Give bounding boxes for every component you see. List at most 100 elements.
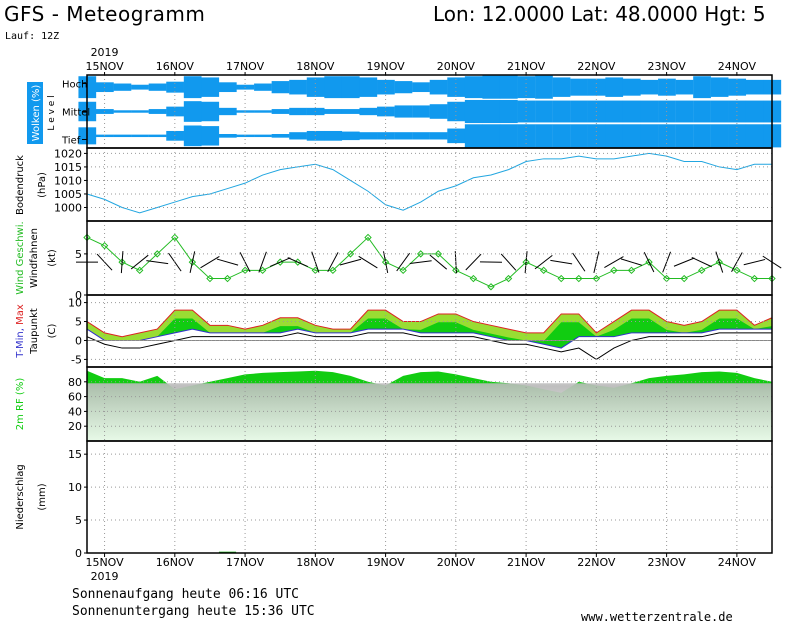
dewpoint-line: [86, 332, 772, 361]
credit-link[interactable]: www.wetterzentrale.de: [581, 610, 733, 624]
wind-barb: [620, 258, 643, 266]
cloud-cell: [201, 126, 220, 146]
date-label-bottom: 23NOV: [648, 556, 687, 569]
wind-point: [645, 258, 653, 266]
wind-barb: [593, 251, 600, 273]
wind-point: [346, 250, 355, 258]
wind-barb: [643, 252, 655, 273]
pressure-tick-label: 1000: [54, 201, 82, 214]
wind-barb: [130, 254, 149, 270]
wind-barb: [731, 252, 743, 272]
rh-tick-label: 60: [68, 391, 82, 404]
cloud-cell: [271, 134, 290, 138]
wind-barb: [662, 251, 672, 273]
cloud-cell: [218, 134, 237, 138]
date-label-top: 16NOV: [156, 60, 195, 73]
wind-point: [153, 250, 161, 258]
wind-barb: [383, 251, 389, 274]
pressure-tick-label: 1015: [54, 161, 82, 174]
wind-barb: [572, 252, 586, 272]
wind-barb: [287, 257, 309, 268]
pressure-line: [86, 152, 772, 214]
wind-barb: [534, 254, 553, 270]
precip-ylabel: Niederschlag: [15, 464, 26, 529]
cloud-level-label: L e v e l: [47, 95, 57, 130]
wind-barb: [146, 260, 169, 265]
cloud-cell: [675, 79, 694, 95]
cloud-cell: [148, 109, 167, 114]
cloud-cell: [201, 77, 220, 97]
cloud-cell: [710, 100, 729, 123]
cloud-cell: [605, 77, 624, 97]
wind-point: [680, 274, 688, 283]
cloud-cell: [289, 79, 307, 95]
cloud-cell: [183, 101, 202, 122]
cloud-level-mittel: Mittel: [62, 108, 90, 119]
cloud-cell: [131, 134, 149, 138]
cloud-cell: [535, 75, 553, 99]
rh-tick-label: 40: [68, 405, 82, 418]
cloud-cell: [254, 110, 272, 113]
wind-barb: [524, 251, 528, 274]
pressure-tick-label: 1010: [54, 174, 82, 187]
date-label-bottom: 16NOV: [156, 556, 195, 569]
wind-barb: [396, 252, 411, 272]
cloud-cell: [693, 76, 711, 99]
cloud-cell: [394, 132, 413, 140]
wind-barb: [239, 252, 251, 273]
cloud-cell: [745, 124, 764, 148]
temp-max-fill: [87, 310, 772, 342]
wind-barb: [691, 257, 712, 268]
cloud-cell: [622, 78, 641, 96]
wind-unit: (kt): [47, 249, 58, 267]
cloud-ylabel: Wolken (%): [31, 85, 42, 142]
pressure-unit: (hPa): [37, 172, 48, 198]
cloud-cell: [640, 124, 659, 148]
temp-range-fill: [87, 310, 772, 349]
wind-point: [469, 274, 478, 283]
wind-point: [329, 266, 337, 275]
wind-barb: [96, 253, 113, 271]
cloud-cell: [341, 109, 360, 114]
cloud-cell: [341, 76, 360, 99]
wind-barb: [673, 257, 695, 267]
cloud-cell: [675, 124, 694, 148]
wind-barb: [550, 259, 573, 265]
cloud-cell: [482, 75, 501, 99]
wind-barb: [216, 258, 239, 266]
cloud-cell: [131, 110, 149, 113]
wind-barb: [189, 251, 196, 273]
temp-tick-label: 0: [75, 334, 82, 347]
wind-tick-label: 5: [75, 248, 82, 261]
rh-ylabel: 2m RF (%): [15, 378, 26, 431]
pressure-tick-label: 1020: [54, 147, 82, 160]
rh-tick-label: 80: [68, 376, 82, 389]
wind-barb: [311, 251, 320, 273]
wind-point: [135, 266, 144, 275]
cloud-cell: [254, 83, 272, 91]
wind-speed-line: [86, 236, 772, 288]
wind-point: [627, 266, 636, 275]
date-label-top: 24NOV: [718, 60, 757, 73]
rh-lower-gradient: [87, 383, 772, 441]
cloud-cell: [289, 107, 307, 116]
wind-barb: [269, 257, 291, 267]
pressure-tick-label: 1005: [54, 188, 82, 201]
model-run: Lauf: 12Z: [5, 31, 60, 42]
cloud-cell: [499, 99, 518, 124]
wind-barb: [604, 256, 624, 269]
wind-point: [575, 274, 583, 283]
cloud-cell: [552, 124, 571, 148]
cloud-cell: [640, 79, 659, 95]
grid-wind: [87, 221, 772, 296]
wind-point: [171, 233, 179, 242]
wind-barb: [358, 255, 378, 269]
cloud-cell: [640, 100, 659, 123]
cloud-cell: [254, 134, 272, 138]
wind-point: [487, 283, 495, 291]
wind-point: [188, 258, 197, 266]
grid-clouds: [104, 75, 738, 148]
cloud-cell: [570, 78, 588, 96]
date-label-top: 22NOV: [577, 60, 616, 73]
cloud-cell: [341, 131, 360, 141]
